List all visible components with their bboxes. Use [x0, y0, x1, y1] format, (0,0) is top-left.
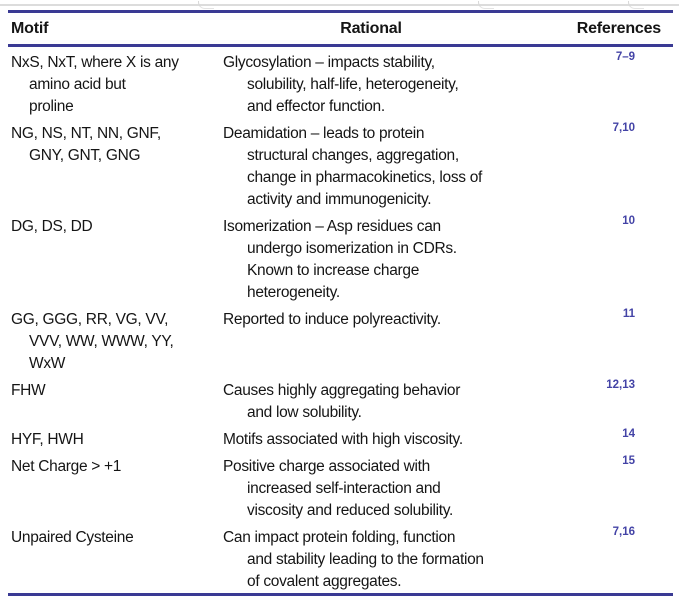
- text-line: Positive charge associated with: [223, 457, 430, 475]
- reference-numbers: 10: [622, 214, 635, 227]
- text-line: amino acid but: [29, 75, 126, 93]
- text-line: viscosity and reduced solubility.: [247, 501, 454, 519]
- rational-cell: Reported to induce polyreactivity.: [223, 309, 575, 375]
- table-rule-top: [8, 10, 673, 13]
- table-rule-header: [8, 44, 673, 47]
- text-line: GNY, GNT, GNG: [29, 146, 141, 164]
- text-line: structural changes, aggregation,: [247, 146, 459, 164]
- text-line: Deamidation – leads to protein: [223, 124, 425, 142]
- reference-numbers: 12,13: [606, 378, 635, 391]
- text-line: Motifs associated with high viscosity.: [223, 430, 463, 448]
- column-header-motif: Motif: [11, 20, 49, 37]
- text-line: FHW: [11, 381, 46, 399]
- rational-cell: Isomerization – Asp residues can undergo …: [223, 216, 575, 304]
- text-line: DG, DS, DD: [11, 217, 93, 235]
- rational-cell: Glycosylation – impacts stability, solubi…: [223, 52, 575, 118]
- references-cell: 10: [575, 214, 673, 304]
- reference-numbers: 7,10: [612, 121, 635, 134]
- text-line: undergo isomerization in CDRs.: [247, 239, 457, 257]
- motif-cell: NG, NS, NT, NN, GNF, GNY, GNT, GNG: [8, 123, 223, 211]
- table-rule-bottom: [8, 592, 673, 596]
- references-cell: 7–9: [575, 50, 673, 118]
- text-line: Reported to induce polyreactivity.: [223, 310, 441, 328]
- references-cell: 11: [575, 307, 673, 375]
- rational-cell: Motifs associated with high viscosity.: [223, 429, 575, 451]
- references-cell: 15: [575, 454, 673, 522]
- text-line: GG, GGG, RR, VG, VV,: [11, 310, 169, 328]
- text-line: Causes highly aggregating behavior: [223, 381, 461, 399]
- top-edge-artifact: [0, 1, 679, 13]
- text-line: NxS, NxT, where X is any: [11, 53, 179, 71]
- table-row: Unpaired Cysteine Can impact protein fold…: [8, 522, 673, 593]
- table-row: NG, NS, NT, NN, GNF, GNY, GNT, GNG Deamida…: [8, 118, 673, 211]
- text-line: and effector function.: [247, 97, 385, 115]
- references-cell: 12,13: [575, 378, 673, 424]
- text-line: Net Charge > +1: [11, 457, 122, 475]
- motif-cell: GG, GGG, RR, VG, VV, VVV, WW, WWW, YY, WxW: [8, 309, 223, 375]
- text-line: solubility, half-life, heterogeneity,: [247, 75, 459, 93]
- text-line: NG, NS, NT, NN, GNF,: [11, 124, 161, 142]
- references-cell: 14: [575, 427, 673, 451]
- reference-numbers: 7–9: [615, 50, 635, 63]
- text-line: heterogeneity.: [247, 283, 340, 301]
- text-line: change in pharmacokinetics, loss of: [247, 168, 483, 186]
- motif-cell: DG, DS, DD: [8, 216, 223, 304]
- table-row: NxS, NxT, where X is any amino acid but pr…: [8, 47, 673, 118]
- motif-table: Motif Rational References NxS, NxT, wher…: [8, 10, 673, 596]
- column-header-references: References: [576, 20, 661, 37]
- table-row: DG, DS, DD Isomerization – Asp residues c…: [8, 211, 673, 304]
- text-line: Known to increase charge: [247, 261, 420, 279]
- reference-numbers: 15: [622, 454, 635, 467]
- motif-cell: HYF, HWH: [8, 429, 223, 451]
- table-body: NxS, NxT, where X is any amino acid but pr…: [8, 47, 673, 593]
- text-line: and stability leading to the formation: [247, 550, 484, 568]
- artifact-notch: [478, 1, 494, 9]
- motif-cell: FHW: [8, 380, 223, 424]
- text-line: HYF, HWH: [11, 430, 84, 448]
- text-line: activity and immunogenicity.: [247, 190, 432, 208]
- column-header-rational: Rational: [340, 20, 402, 37]
- table-header-row: Motif Rational References: [8, 13, 673, 44]
- text-line: Can impact protein folding, function: [223, 528, 456, 546]
- rational-cell: Can impact protein folding, function and …: [223, 527, 575, 593]
- text-line: increased self-interaction and: [247, 479, 441, 497]
- artifact-line: [0, 4, 679, 6]
- text-line: proline: [29, 97, 74, 115]
- text-line: of covalent aggregates.: [247, 572, 402, 590]
- text-line: VVV, WW, WWW, YY,: [29, 332, 174, 350]
- table-row: GG, GGG, RR, VG, VV, VVV, WW, WWW, YY, WxW…: [8, 304, 673, 375]
- reference-numbers: 11: [622, 307, 635, 320]
- table-row: Net Charge > +1 Positive charge associate…: [8, 451, 673, 522]
- motif-cell: NxS, NxT, where X is any amino acid but pr…: [8, 52, 223, 118]
- artifact-notch: [628, 1, 644, 9]
- rational-cell: Causes highly aggregating behavior and lo…: [223, 380, 575, 424]
- text-line: Isomerization – Asp residues can: [223, 217, 441, 235]
- text-line: and low solubility.: [247, 403, 362, 421]
- rational-cell: Deamidation – leads to protein structural…: [223, 123, 575, 211]
- table-row: FHW Causes highly aggregating behavior and…: [8, 375, 673, 424]
- text-line: WxW: [29, 354, 66, 372]
- rational-cell: Positive charge associated with increased…: [223, 456, 575, 522]
- references-cell: 7,16: [575, 525, 673, 593]
- text-line: Unpaired Cysteine: [11, 528, 134, 546]
- reference-numbers: 7,16: [612, 525, 635, 538]
- reference-numbers: 14: [622, 427, 635, 440]
- text-line: Glycosylation – impacts stability,: [223, 53, 435, 71]
- motif-cell: Net Charge > +1: [8, 456, 223, 522]
- artifact-notch: [198, 1, 214, 9]
- references-cell: 7,10: [575, 121, 673, 211]
- motif-cell: Unpaired Cysteine: [8, 527, 223, 593]
- table-row: HYF, HWH Motifs associated with high visc…: [8, 424, 673, 451]
